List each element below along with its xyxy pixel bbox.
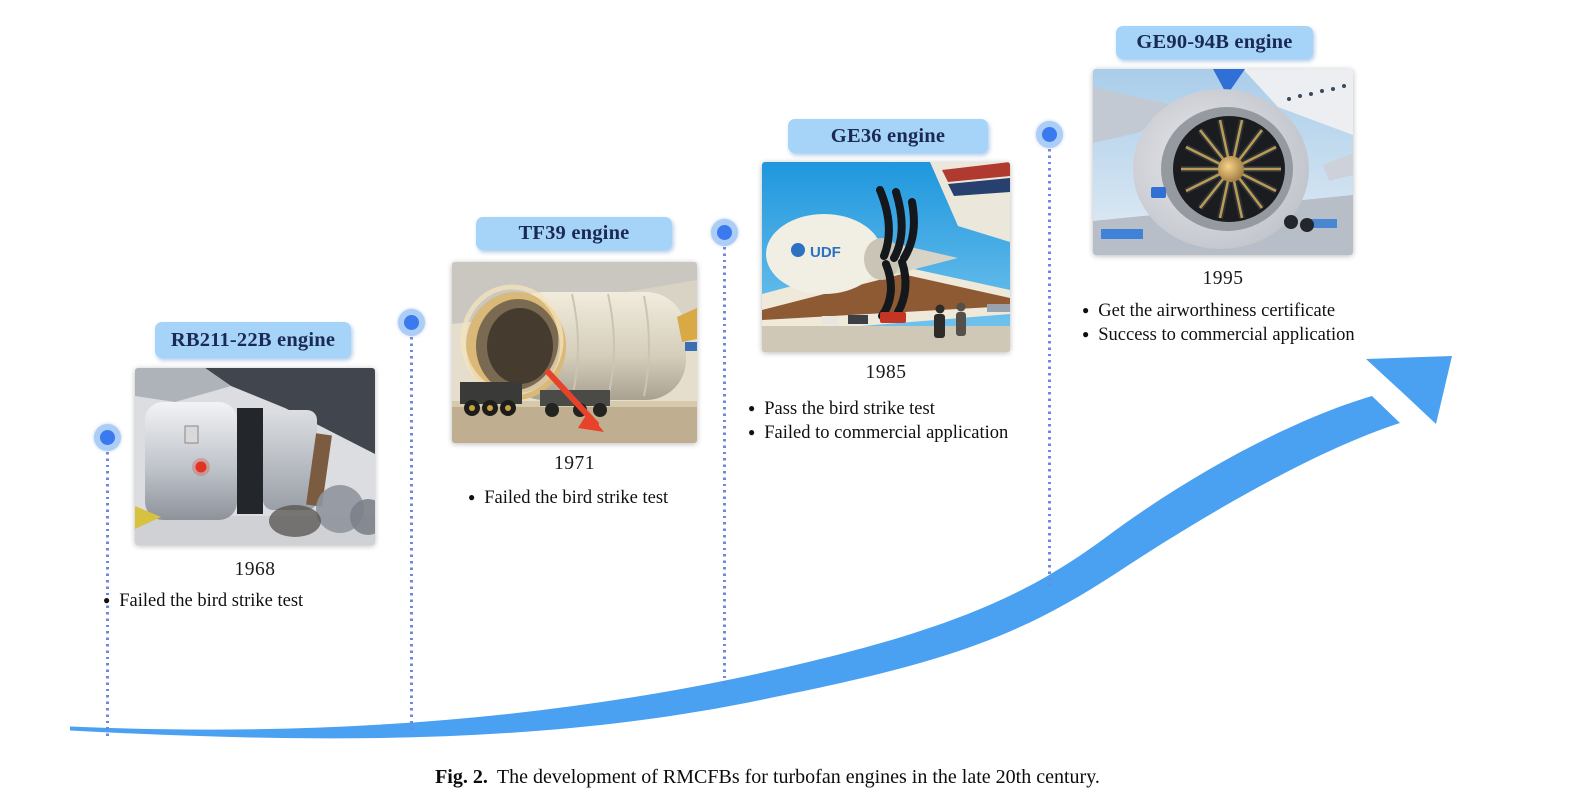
bullet-text: Failed the bird strike test [119, 591, 304, 611]
people-silhouettes [934, 302, 966, 338]
figure-caption-label: Fig. 2. [435, 766, 488, 788]
bullet-icon: ● [1082, 327, 1090, 341]
bullet-item: ● Get the airworthiness certificate [1082, 300, 1355, 324]
udf-logo-text: UDF [810, 244, 841, 261]
milestone-4-bullets: ● Get the airworthiness certificate ● Su… [1082, 300, 1355, 348]
milestone-3-year: 1985 [865, 362, 907, 383]
milestone-1-timeline-dot-icon [94, 424, 121, 451]
milestone-1-label: RB211-22B engine [155, 322, 351, 358]
milestone-3-timeline-dot-icon [711, 219, 738, 246]
milestone-3-connector-line [723, 247, 726, 689]
bullet-text: Failed to commercial application [764, 423, 1009, 443]
milestone-3-engine-photo: UDF [762, 162, 1010, 352]
milestone-2-engine-photo [452, 262, 697, 443]
bullet-item: ● Failed the bird strike test [103, 590, 303, 614]
bullet-item: ● Failed the bird strike test [468, 487, 668, 511]
growth-arrow-head [1366, 356, 1452, 424]
milestone-4-engine-photo [1093, 69, 1353, 255]
red-annotation-arrow [545, 369, 604, 432]
bullet-text: Pass the bird strike test [764, 399, 935, 419]
milestone-2-bullets: ● Failed the bird strike test [468, 487, 668, 511]
milestone-4-connector-line [1048, 149, 1051, 585]
bullet-icon: ● [1082, 303, 1090, 317]
milestone-4-label: GE90-94B engine [1116, 26, 1313, 59]
milestone-3-label: GE36 engine [788, 119, 988, 153]
milestone-1-connector-line [106, 452, 109, 738]
milestone-4-timeline-dot-icon [1036, 121, 1063, 148]
figure-caption-text: The development of RMCFBs for turbofan e… [496, 766, 1100, 788]
bullet-text: Success to commercial application [1098, 325, 1355, 345]
milestone-4-dot-core [1042, 127, 1057, 142]
bullet-icon: ● [748, 425, 756, 439]
bullet-icon: ● [468, 490, 476, 504]
milestone-4-year: 1995 [1202, 268, 1244, 289]
milestone-1-bullets: ● Failed the bird strike test [103, 590, 303, 614]
bullet-item: ● Failed to commercial application [748, 422, 1008, 446]
bullet-text: Failed the bird strike test [484, 488, 669, 508]
milestone-1-year: 1968 [234, 559, 276, 580]
milestone-2-label: TF39 engine [476, 217, 672, 250]
milestone-2-timeline-dot-icon [398, 309, 425, 336]
bullet-icon: ● [748, 401, 756, 415]
milestone-1-dot-core [100, 430, 115, 445]
figure-caption: Fig. 2. The development of RMCFBs for tur… [0, 766, 1535, 789]
milestone-2-year: 1971 [554, 453, 595, 474]
bullet-text: Get the airworthiness certificate [1098, 301, 1336, 321]
milestone-2-connector-line [410, 337, 413, 733]
bullet-item: ● Success to commercial application [1082, 324, 1355, 348]
bullet-item: ● Pass the bird strike test [748, 398, 1008, 422]
milestone-2-dot-core [404, 315, 419, 330]
bullet-icon: ● [103, 593, 111, 607]
milestone-1-engine-photo [135, 368, 375, 545]
milestone-3-dot-core [717, 225, 732, 240]
milestone-3-bullets: ● Pass the bird strike test ● Failed to … [748, 398, 1008, 446]
